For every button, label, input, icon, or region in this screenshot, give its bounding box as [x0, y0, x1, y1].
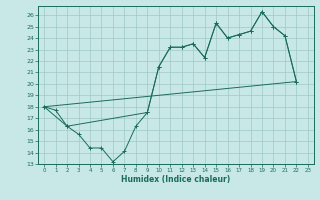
X-axis label: Humidex (Indice chaleur): Humidex (Indice chaleur): [121, 175, 231, 184]
